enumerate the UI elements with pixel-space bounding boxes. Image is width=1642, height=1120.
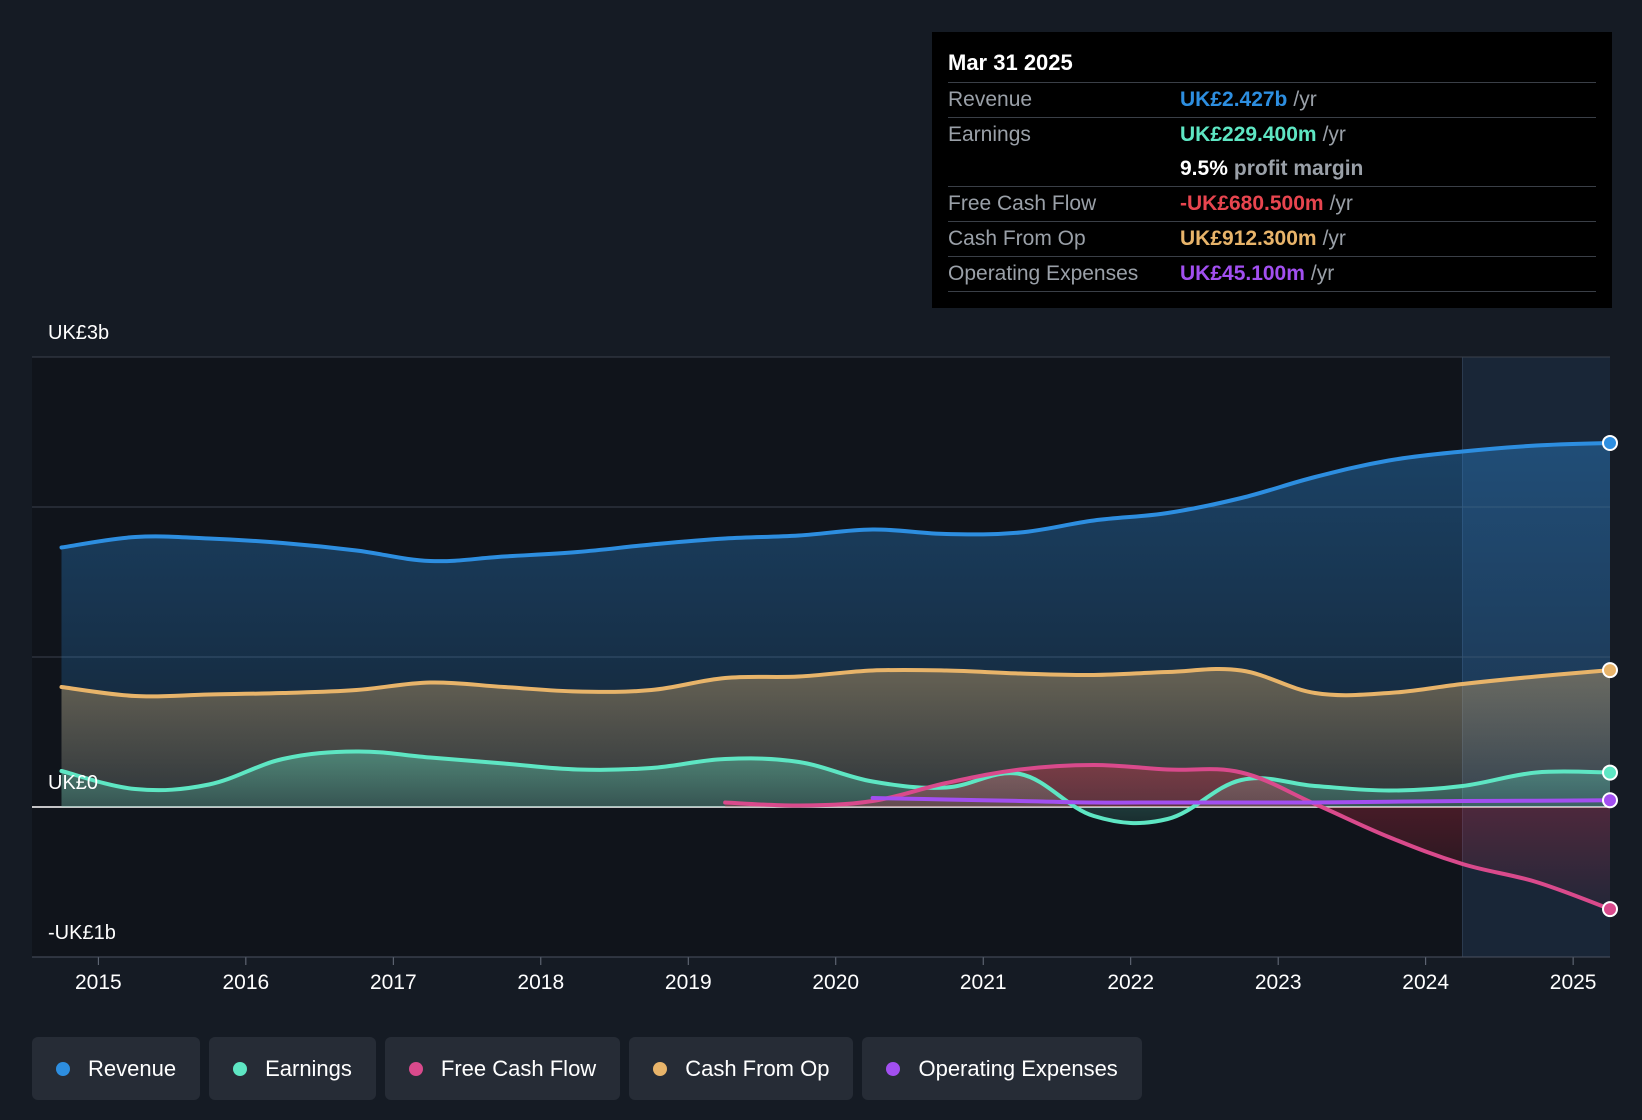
- tooltip-unit: /yr: [1293, 88, 1317, 111]
- legend-item-operating-expenses[interactable]: Operating Expenses: [862, 1037, 1142, 1100]
- x-tick-label: 2021: [960, 971, 1007, 994]
- line-cash-from-op: [59, 667, 1612, 699]
- tooltip-label: Revenue: [948, 88, 1033, 111]
- x-tick-label: 2019: [665, 971, 712, 994]
- x-tick-label: 2023: [1255, 971, 1302, 994]
- line-operating-expenses: [870, 796, 1612, 805]
- tooltip-row-operating-expenses: Operating Expenses UK£45.100m /yr: [948, 256, 1596, 292]
- legend-label: Earnings: [265, 1055, 352, 1081]
- legend-label: Cash From Op: [685, 1055, 830, 1081]
- tooltip-label: Earnings: [948, 123, 1031, 146]
- tooltip-value: UK£912.300m: [1180, 227, 1317, 250]
- tooltip-date: Mar 31 2025: [948, 50, 1073, 75]
- tooltip-label: Operating Expenses: [948, 262, 1139, 285]
- tooltip-panel: Mar 31 2025 Revenue UK£2.427b /yr Earnin…: [932, 32, 1612, 308]
- y-axis-label: UK£0: [48, 772, 98, 794]
- legend-item-free-cash-flow[interactable]: Free Cash Flow: [384, 1037, 621, 1100]
- x-tick-label: 2022: [1107, 971, 1154, 994]
- x-tick-label: 2024: [1402, 971, 1449, 994]
- endpoint-earnings: [1602, 764, 1618, 781]
- legend-label: Free Cash Flow: [440, 1055, 597, 1081]
- legend-dot-icon: [408, 1061, 423, 1076]
- legend-item-cash-from-op[interactable]: Cash From Op: [629, 1037, 854, 1100]
- legend-dot-icon: [233, 1061, 248, 1076]
- tooltip-value: UK£2.427b: [1180, 88, 1288, 111]
- x-tick-label: 2017: [370, 971, 417, 994]
- legend-dot-icon: [653, 1061, 668, 1076]
- endpoint-free-cash-flow: [1602, 901, 1618, 918]
- y-axis-label: UK£3b: [48, 322, 109, 344]
- tooltip-row-cash-from-op: Cash From Op UK£912.300m /yr: [948, 221, 1596, 256]
- x-tick-label: 2015: [75, 971, 122, 994]
- tooltip-unit: profit margin: [1233, 157, 1364, 180]
- legend-dot-icon: [886, 1061, 901, 1076]
- legend-dot-icon: [56, 1061, 70, 1076]
- tooltip-unit: /yr: [1322, 227, 1346, 250]
- tooltip-value: UK£229.400m: [1180, 123, 1317, 146]
- tooltip-value: 9.5%: [1180, 157, 1228, 180]
- x-tick-label: 2018: [517, 971, 564, 994]
- line-earnings: [59, 749, 1612, 826]
- legend: Revenue Earnings Free Cash Flow Cash Fro…: [32, 1037, 1151, 1100]
- endpoint-revenue: [1602, 434, 1618, 451]
- line-free-cash-flow: [723, 763, 1612, 912]
- tooltip-unit: /yr: [1329, 192, 1353, 215]
- legend-item-earnings[interactable]: Earnings: [209, 1037, 376, 1100]
- tooltip-label: Free Cash Flow: [948, 192, 1097, 215]
- tooltip-unit: /yr: [1310, 262, 1335, 285]
- x-tick-label: 2025: [1550, 971, 1597, 994]
- tooltip-row-revenue: Revenue UK£2.427b /yr: [948, 82, 1596, 117]
- legend-label: Operating Expenses: [918, 1055, 1118, 1081]
- tooltip-label: Cash From Op: [948, 227, 1086, 250]
- tooltip-unit: /yr: [1322, 123, 1346, 146]
- tooltip-row-earnings: Earnings UK£229.400m /yr: [948, 117, 1596, 152]
- legend-label: Revenue: [88, 1055, 177, 1081]
- endpoint-cash-from-op: [1602, 662, 1618, 679]
- tooltip-row-profit-margin: 9.5% profit margin: [948, 152, 1596, 186]
- endpoint-operating-expenses: [1602, 792, 1618, 809]
- tooltip-row-free-cash-flow: Free Cash Flow -UK£680.500m /yr: [948, 186, 1596, 221]
- legend-item-revenue[interactable]: Revenue: [32, 1037, 201, 1100]
- x-tick-label: 2020: [812, 971, 859, 994]
- y-axis-label: -UK£1b: [48, 922, 116, 944]
- tooltip-value: -UK£680.500m: [1180, 192, 1324, 215]
- line-revenue: [59, 440, 1612, 564]
- tooltip-value: UK£45.100m: [1180, 262, 1305, 285]
- x-tick-label: 2016: [222, 971, 269, 994]
